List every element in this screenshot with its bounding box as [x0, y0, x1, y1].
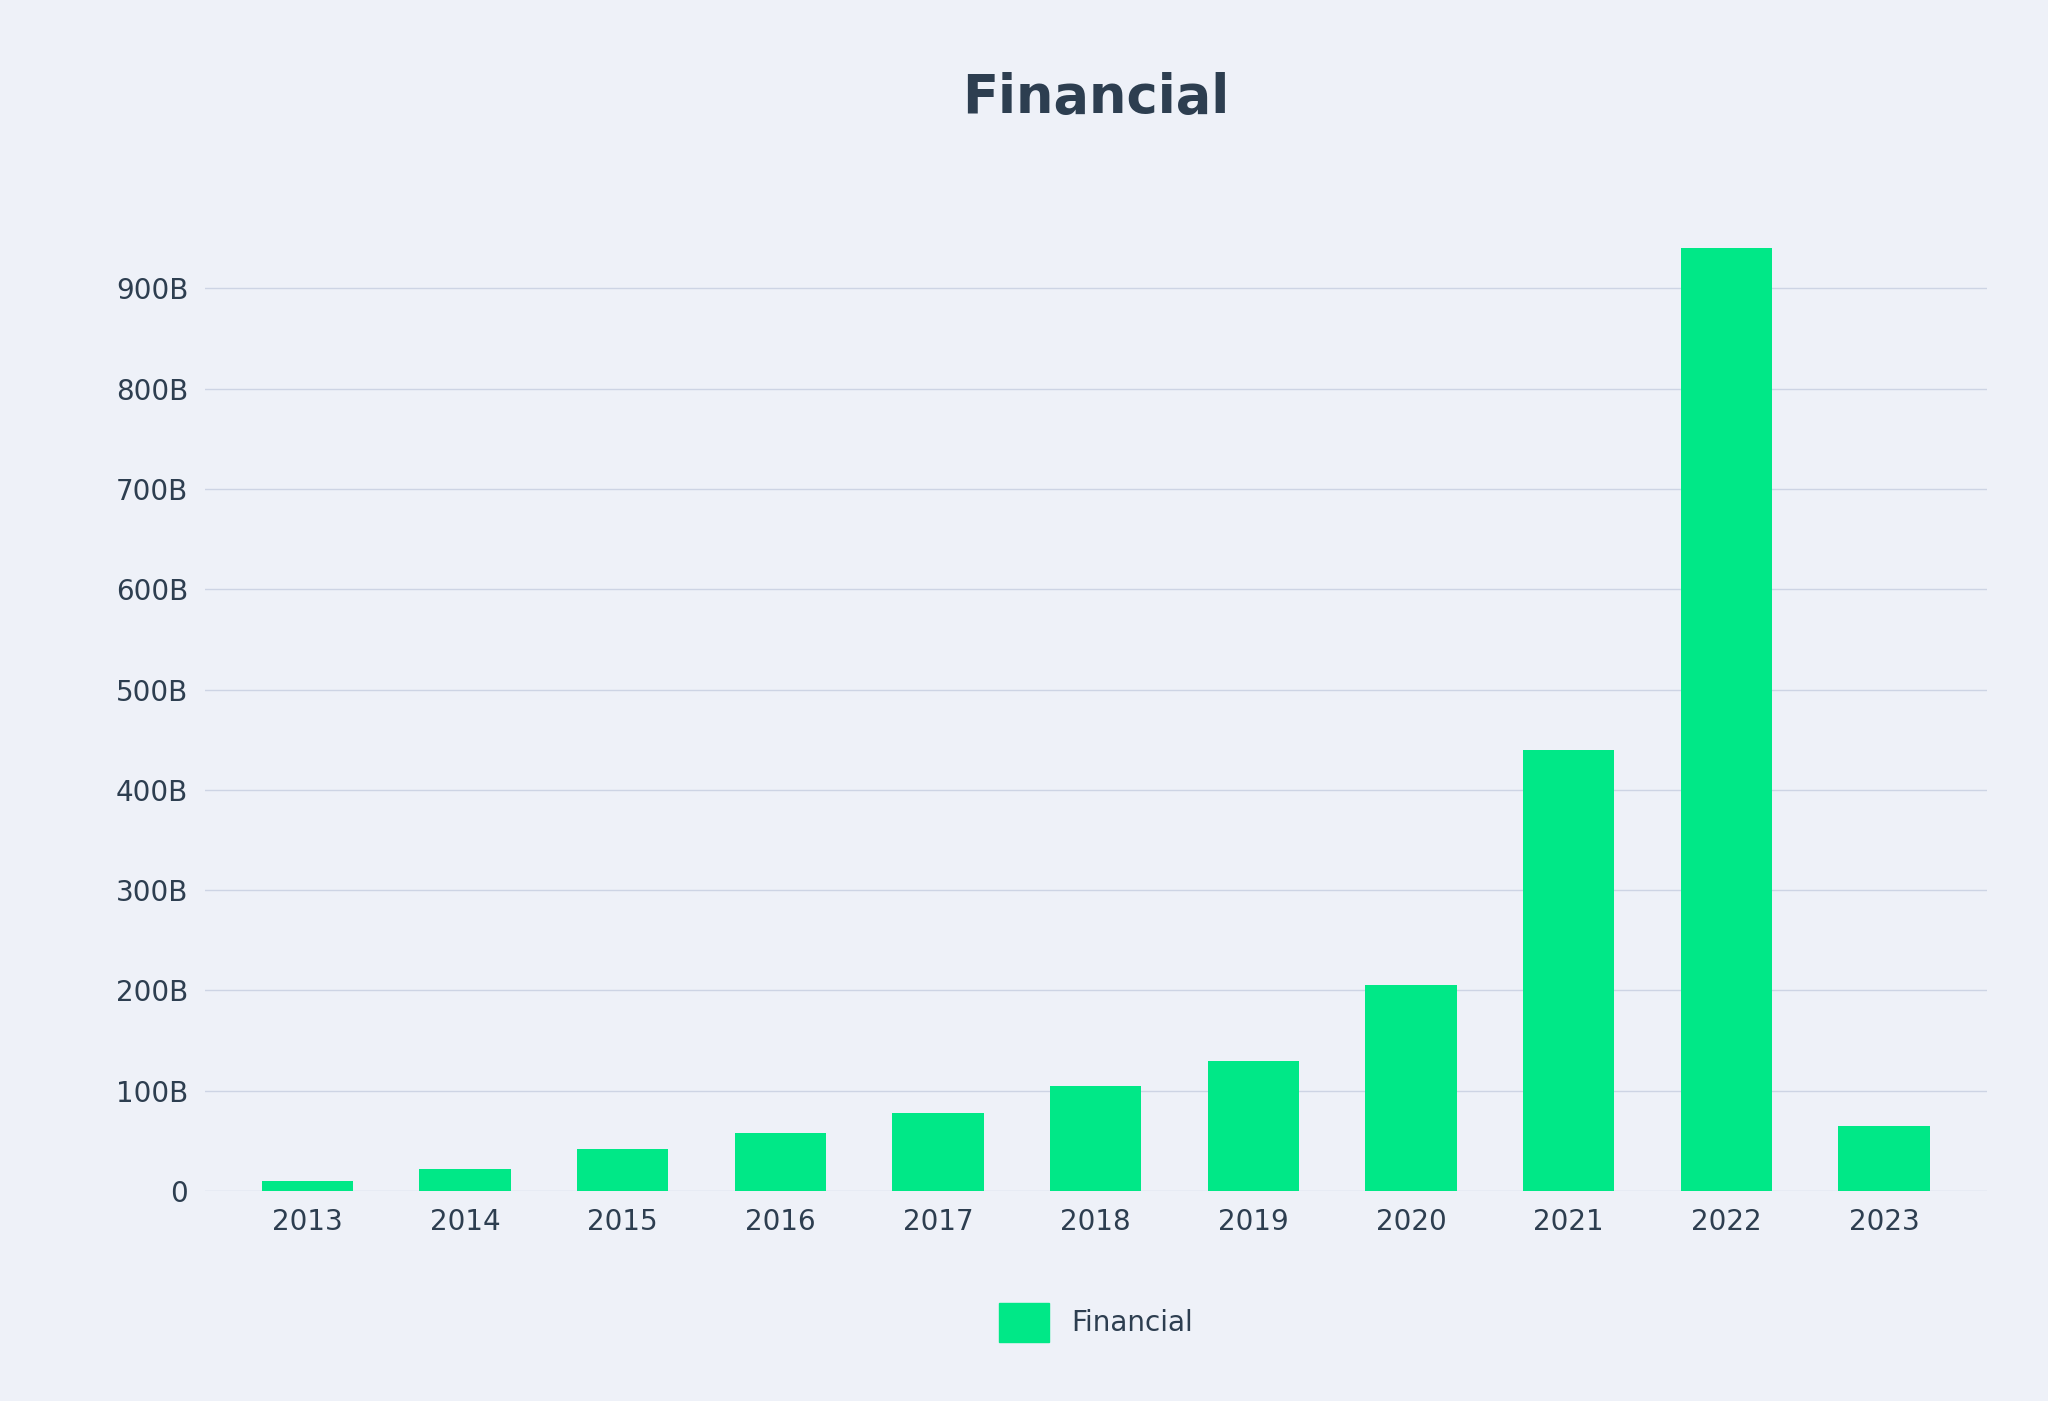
Bar — [893, 1112, 983, 1191]
Bar — [1681, 248, 1772, 1191]
Bar — [1051, 1086, 1141, 1191]
Title: Financial: Financial — [963, 71, 1229, 123]
Bar — [1839, 1125, 1929, 1191]
Bar — [578, 1149, 668, 1191]
Bar — [1208, 1061, 1298, 1191]
Bar — [420, 1168, 510, 1191]
Bar — [1366, 985, 1456, 1191]
Legend: Financial: Financial — [985, 1289, 1206, 1356]
Bar — [735, 1132, 825, 1191]
Bar — [262, 1181, 352, 1191]
Bar — [1524, 750, 1614, 1191]
